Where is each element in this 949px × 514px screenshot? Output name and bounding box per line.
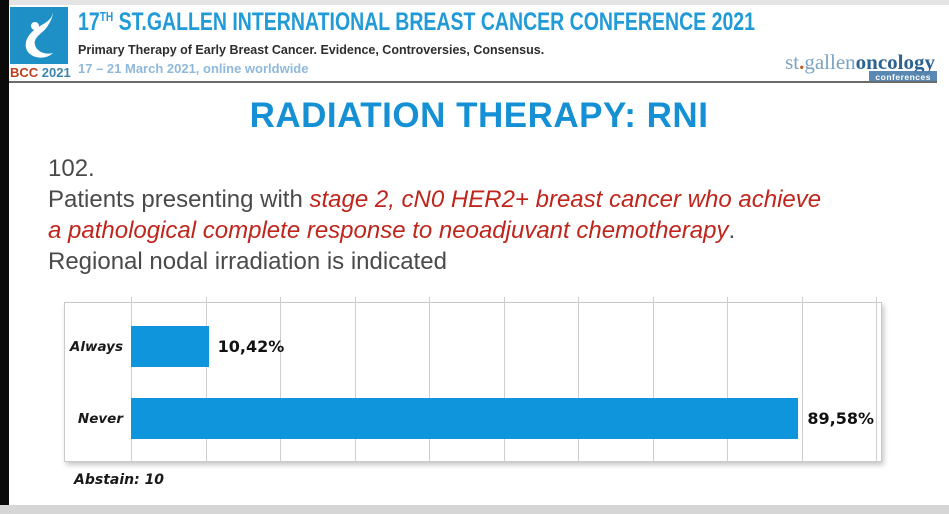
question-line-1: Patients presenting with stage 2, cN0 HE… [48,184,821,215]
question-highlight-2: a pathological complete response to neoa… [48,217,729,244]
title-number: 17 [78,8,100,36]
conference-dates: 17 – 21 March 2021, online worldwide [78,61,309,76]
conference-subtitle: Primary Therapy of Early Breast Cancer. … [78,43,545,57]
category-label: Always [69,338,123,355]
bar-never [131,398,799,439]
question-period: . [728,217,736,244]
sgo-oncology: oncology [855,50,935,74]
left-edge-bar [0,0,9,505]
chart-row-never: Never 89,58% [65,398,881,439]
sgo-dot: . [799,50,805,74]
sgo-st: st [785,50,800,74]
stgallen-oncology-logo: st.gallenoncology conferences [785,50,937,83]
gridline [354,297,356,461]
bar-always [131,326,209,367]
bottom-edge-bar [0,505,949,514]
title-rest: ST.GALLEN INTERNATIONAL BREAST CANCER CO… [113,8,755,36]
sgo-gallen: gallen [804,50,856,74]
gridline [578,297,579,461]
bcc-drop-icon [10,7,68,64]
bcc-caption-year: 2021 [41,65,71,80]
bcc-logo: BCC 2021 [10,7,71,80]
question-statement: Regional nodal irradiation is indicated [48,248,447,275]
bcc-caption: BCC 2021 [10,65,71,80]
question-intro: Patients presenting with [48,186,310,213]
gridline [652,297,654,461]
gridline [727,297,728,461]
gridline [876,297,877,461]
gridline [503,297,505,461]
chart-row-always: Always 10,42% [65,326,881,367]
bar-value-label: 10,42% [217,337,285,356]
gridline [280,297,281,461]
gridline [429,297,430,461]
sgo-conferences-badge: conferences [869,71,937,83]
poll-chart: Always 10,42% Never 89,58% [64,297,882,462]
gridline [131,297,132,461]
top-edge-bar [9,0,949,5]
question-highlight-1: stage 2, cN0 HER2+ breast cancer who ach… [309,186,822,213]
bar-value-label: 89,58% [807,409,874,428]
question-block: 102. Patients presenting with stage 2, c… [48,153,821,277]
gridline [801,297,803,461]
title-superscript: TH [99,9,114,24]
category-label: Never [77,410,123,427]
header-text: 17TH ST.GALLEN INTERNATIONAL BREAST CANC… [78,8,946,76]
header-divider [9,81,937,83]
slide-title: RADIATION THERAPY: RNI [249,96,709,135]
gridline [205,297,207,461]
question-line-2: a pathological complete response to neoa… [48,215,821,246]
bcc-caption-bcc: BCC [10,65,39,80]
question-number: 102. [48,155,95,182]
conference-title: 17TH ST.GALLEN INTERNATIONAL BREAST CANC… [78,8,755,37]
abstain-note: Abstain: 10 [74,472,165,488]
